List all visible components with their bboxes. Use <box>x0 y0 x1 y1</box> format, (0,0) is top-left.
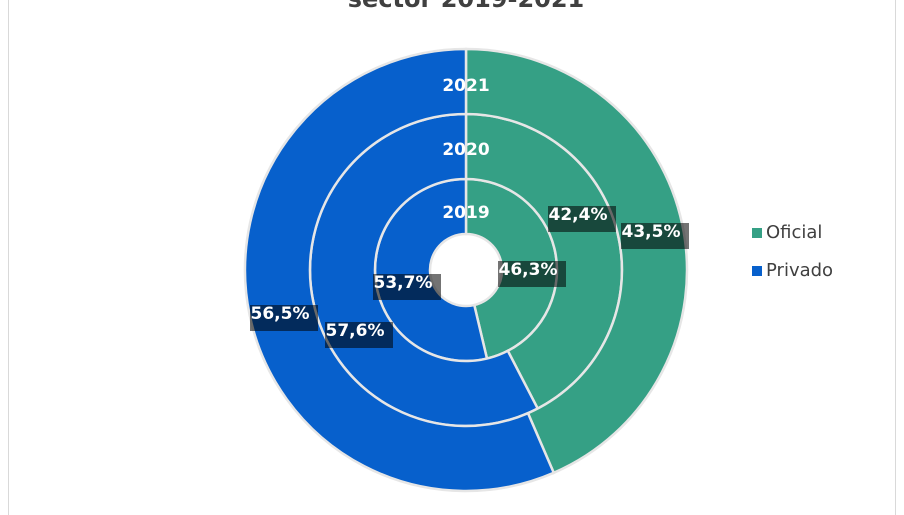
donut-segment <box>243 47 556 493</box>
legend-label: Privado <box>766 260 833 281</box>
data-label: 42,4% <box>549 205 608 225</box>
ring-label: 2019 <box>442 203 489 223</box>
label-shadow <box>498 261 566 287</box>
data-label: 57,6% <box>326 321 385 341</box>
ring-label: 2020 <box>442 140 489 160</box>
data-label: 56,5% <box>251 304 310 324</box>
data-label: 53,7% <box>374 273 433 293</box>
label-shadow <box>548 206 616 232</box>
label-shadow <box>621 223 689 249</box>
donut-segment <box>464 47 689 475</box>
legend-swatch <box>752 228 762 238</box>
label-shadow <box>250 305 318 331</box>
label-shadow <box>373 274 441 300</box>
ring-label: 2021 <box>442 76 489 96</box>
chart-title: sector 2019-2021 <box>348 0 585 13</box>
legend-swatch <box>752 266 762 276</box>
data-label: 43,5% <box>622 222 681 242</box>
data-label: 46,3% <box>499 260 558 280</box>
label-shadow <box>325 322 393 348</box>
legend-label: Oficial <box>766 222 822 243</box>
